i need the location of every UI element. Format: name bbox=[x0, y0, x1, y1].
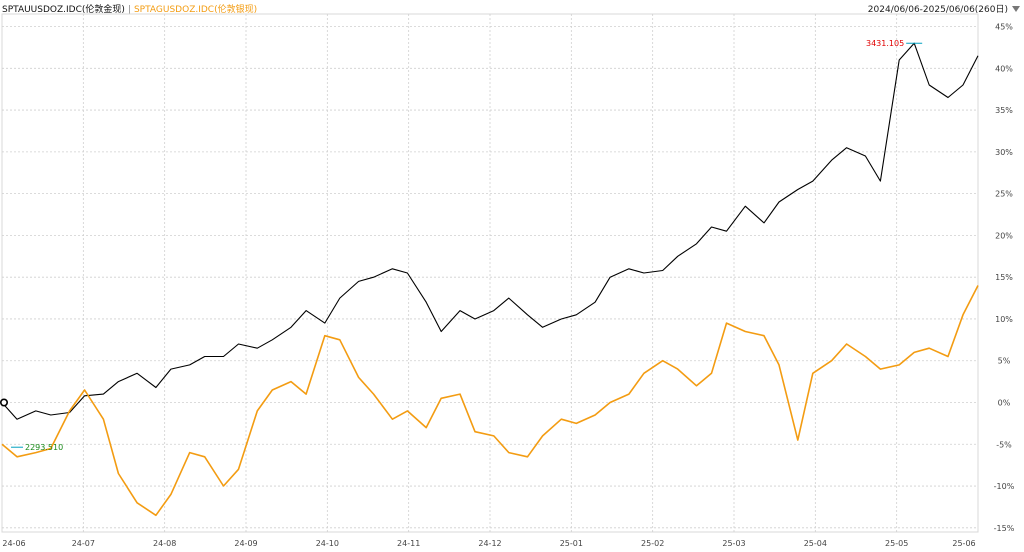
date-range-selector[interactable]: 2024/06/06-2025/06/06(260日) bbox=[868, 2, 1020, 15]
x-tick-label: 24-11 bbox=[397, 539, 420, 548]
y-tick-label: 20% bbox=[995, 231, 1013, 240]
x-tick-label: 25-04 bbox=[804, 539, 827, 548]
y-tick-label: 5% bbox=[998, 357, 1011, 366]
x-tick-label: 25-01 bbox=[560, 539, 583, 548]
y-tick-label: 45% bbox=[995, 23, 1013, 32]
legend-separator: | bbox=[127, 5, 131, 15]
y-tick-label: 40% bbox=[995, 64, 1013, 73]
x-tick-label: 24-08 bbox=[153, 539, 176, 548]
y-tick-label: 15% bbox=[995, 273, 1013, 282]
x-tick-label: 24-07 bbox=[72, 539, 95, 548]
x-tick-label: 25-06 bbox=[952, 539, 975, 548]
max-value-label: 3431.105 bbox=[866, 39, 904, 48]
x-tick-label: 24-06 bbox=[2, 539, 25, 548]
y-tick-label: 35% bbox=[995, 106, 1013, 115]
start-marker bbox=[0, 398, 8, 407]
series-line-2 bbox=[1, 285, 979, 517]
x-tick-label: 25-05 bbox=[885, 539, 908, 548]
y-tick-label: 0% bbox=[998, 399, 1011, 408]
chart-legend: SPTAUUSDOZ.IDC(伦敦金现) | SPTAGUSDOZ.IDC(伦敦银现… bbox=[2, 2, 257, 15]
series-line-1 bbox=[1, 42, 979, 420]
series-2-title: SPTAGUSDOZ.IDC(伦敦银现) bbox=[133, 5, 258, 15]
x-tick-label: 24-10 bbox=[316, 539, 339, 548]
y-tick-label: 30% bbox=[995, 148, 1013, 157]
date-range-label: 2024/06/06-2025/06/06(260日) bbox=[867, 5, 1008, 15]
chevron-down-icon[interactable] bbox=[1012, 5, 1020, 12]
y-tick-label: -5% bbox=[996, 440, 1012, 449]
y-tick-label: 10% bbox=[995, 315, 1013, 324]
x-tick-label: 24-09 bbox=[234, 539, 257, 548]
x-tick-label: 25-02 bbox=[641, 539, 664, 548]
x-tick-label: 25-03 bbox=[722, 539, 745, 548]
y-tick-label: -15% bbox=[994, 524, 1015, 533]
y-tick-label: 25% bbox=[995, 190, 1013, 199]
min-value-label: 2293.510 bbox=[25, 443, 63, 452]
y-tick-label: -10% bbox=[994, 482, 1015, 491]
series-1-title: SPTAUUSDOZ.IDC(伦敦金现) bbox=[2, 5, 125, 15]
x-tick-label: 24-12 bbox=[478, 539, 501, 548]
